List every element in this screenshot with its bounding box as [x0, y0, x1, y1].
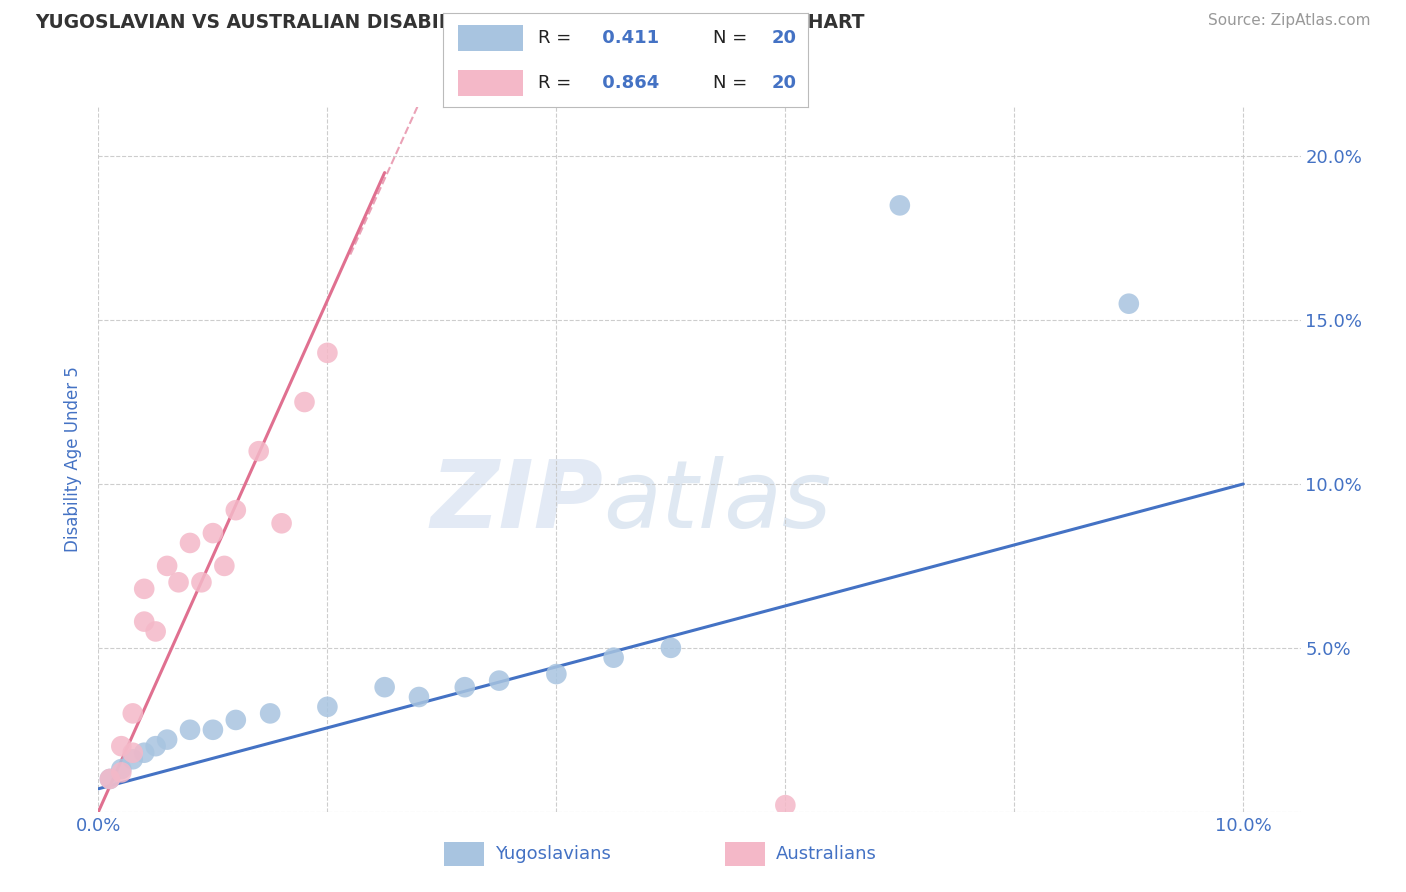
Point — [225, 713, 247, 727]
Point — [156, 732, 179, 747]
Text: 20: 20 — [772, 74, 797, 92]
Bar — [457, 70, 523, 95]
Point — [121, 746, 143, 760]
Point — [98, 772, 121, 786]
Text: Australians: Australians — [776, 845, 877, 863]
Point — [374, 680, 396, 694]
Text: Yugoslavians: Yugoslavians — [495, 845, 610, 863]
Point — [156, 558, 179, 573]
Point — [270, 516, 292, 531]
Point — [134, 582, 156, 596]
Text: Source: ZipAtlas.com: Source: ZipAtlas.com — [1208, 13, 1371, 29]
Point — [316, 346, 339, 360]
Point — [134, 615, 156, 629]
Point — [408, 690, 430, 704]
Point — [659, 640, 682, 655]
Point — [201, 723, 224, 737]
Point — [259, 706, 281, 721]
Text: N =: N = — [713, 74, 754, 92]
Point — [454, 680, 477, 694]
Text: 0.864: 0.864 — [596, 74, 659, 92]
Point — [110, 739, 132, 754]
Y-axis label: Disability Age Under 5: Disability Age Under 5 — [65, 367, 83, 552]
Point — [546, 667, 568, 681]
Text: YUGOSLAVIAN VS AUSTRALIAN DISABILITY AGE UNDER 5 CORRELATION CHART: YUGOSLAVIAN VS AUSTRALIAN DISABILITY AGE… — [35, 13, 865, 32]
Point — [110, 762, 132, 776]
Text: 20: 20 — [772, 29, 797, 46]
Point — [179, 536, 201, 550]
Bar — [444, 842, 484, 866]
Text: atlas: atlas — [603, 456, 831, 547]
Point — [110, 765, 132, 780]
Point — [145, 739, 167, 754]
Point — [214, 558, 236, 573]
Point — [179, 723, 201, 737]
Point — [121, 752, 143, 766]
Point — [247, 444, 270, 458]
Point — [145, 624, 167, 639]
Text: N =: N = — [713, 29, 754, 46]
Point — [1118, 296, 1140, 310]
Point — [775, 798, 797, 813]
Text: R =: R = — [538, 29, 576, 46]
Point — [201, 526, 224, 541]
Point — [488, 673, 510, 688]
Point — [98, 772, 121, 786]
Text: 0.411: 0.411 — [596, 29, 659, 46]
Point — [167, 575, 190, 590]
Text: R =: R = — [538, 74, 576, 92]
Text: ZIP: ZIP — [430, 456, 603, 548]
Point — [134, 746, 156, 760]
Bar — [457, 25, 523, 51]
Point — [121, 706, 143, 721]
Point — [889, 198, 911, 212]
Bar — [725, 842, 765, 866]
Point — [316, 699, 339, 714]
Point — [225, 503, 247, 517]
Point — [602, 650, 624, 665]
Point — [190, 575, 212, 590]
Point — [294, 395, 316, 409]
